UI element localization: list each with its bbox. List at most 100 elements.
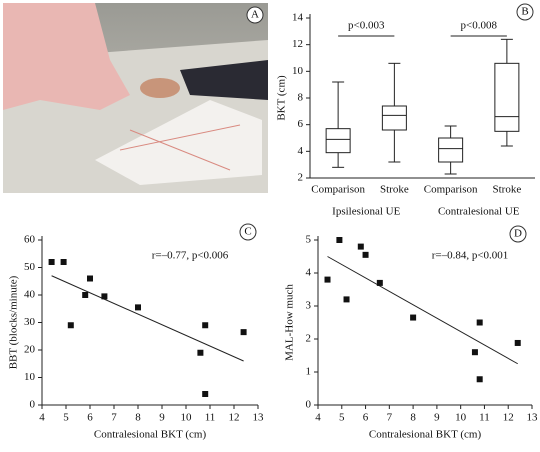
panel-label-circle bbox=[246, 6, 264, 24]
x-tick-label: 10 bbox=[455, 412, 467, 424]
fit-line bbox=[327, 256, 518, 365]
point bbox=[376, 279, 383, 286]
panel-label: A bbox=[251, 9, 259, 21]
point bbox=[324, 276, 331, 283]
point bbox=[514, 339, 521, 346]
y-tick-label: 40 bbox=[24, 289, 36, 301]
photo: A bbox=[3, 3, 268, 193]
x-tick-label: 10 bbox=[181, 412, 193, 424]
y-tick-label: 2 bbox=[306, 333, 312, 345]
annotation: r=–0.84, p<0.001 bbox=[432, 250, 509, 262]
panel-label: D bbox=[514, 228, 522, 240]
y-tick-label: 60 bbox=[24, 234, 36, 246]
point bbox=[60, 259, 67, 265]
box bbox=[438, 137, 464, 163]
point bbox=[471, 349, 478, 356]
y-tick-label: 2 bbox=[298, 172, 304, 184]
point bbox=[476, 319, 483, 326]
panel-label: C bbox=[244, 226, 251, 238]
paper bbox=[95, 100, 262, 185]
x-tick-label: 11 bbox=[205, 412, 216, 424]
point bbox=[336, 237, 343, 243]
x-tick-label: 12 bbox=[503, 412, 514, 424]
y-tick-label: 8 bbox=[298, 92, 304, 104]
y-tick-label: 1 bbox=[306, 366, 312, 378]
point bbox=[343, 296, 350, 303]
x-tick-label: Stroke bbox=[493, 184, 522, 196]
point bbox=[67, 322, 74, 329]
panel-label-circle bbox=[509, 225, 527, 243]
y-tick-label: 0 bbox=[306, 399, 312, 411]
point bbox=[87, 275, 93, 282]
y-tick-label: 30 bbox=[24, 316, 36, 328]
box bbox=[494, 62, 520, 132]
y-axis-label: BBT (blocks/minute) bbox=[8, 275, 20, 369]
group-label: Contralesional UE bbox=[438, 206, 520, 218]
panel-label-circle bbox=[516, 3, 534, 21]
annotation: p<0.003 bbox=[348, 20, 385, 32]
point bbox=[240, 329, 247, 336]
x-tick-label: 4 bbox=[315, 412, 321, 424]
x-axis-label: Contralesional BKT (cm) bbox=[94, 429, 207, 441]
point bbox=[101, 293, 108, 300]
point bbox=[357, 243, 364, 250]
x-tick-label: 7 bbox=[111, 412, 117, 424]
fit-line bbox=[51, 275, 244, 362]
y-tick-label: 3 bbox=[306, 300, 312, 312]
panel-label: B bbox=[521, 6, 528, 18]
x-tick-label: 5 bbox=[339, 412, 345, 424]
y-tick-label: 5 bbox=[306, 234, 312, 246]
x-tick-label: Comparison bbox=[311, 184, 365, 196]
annotation: p<0.008 bbox=[461, 20, 498, 32]
y-tick-label: 6 bbox=[298, 118, 304, 130]
point bbox=[197, 349, 204, 356]
y-tick-label: 10 bbox=[292, 65, 304, 77]
point bbox=[202, 391, 209, 397]
point bbox=[135, 304, 141, 311]
y-axis-label: MAL-How much bbox=[284, 284, 296, 361]
point bbox=[362, 251, 369, 258]
point bbox=[82, 292, 89, 298]
x-tick-label: 11 bbox=[479, 412, 490, 424]
hand bbox=[140, 78, 180, 98]
paper-line bbox=[129, 129, 231, 171]
x-tick-label: 9 bbox=[434, 412, 440, 424]
x-tick-label: 9 bbox=[159, 412, 165, 424]
x-tick-label: 13 bbox=[253, 412, 265, 424]
x-tick-label: 13 bbox=[527, 412, 539, 424]
y-tick-label: 4 bbox=[306, 267, 312, 279]
x-axis-label: Contralesional BKT (cm) bbox=[369, 429, 482, 441]
y-tick-label: 20 bbox=[24, 344, 36, 356]
x-tick-label: Stroke bbox=[380, 184, 409, 196]
panel-label-circle bbox=[239, 223, 257, 241]
x-tick-label: 6 bbox=[363, 412, 369, 424]
y-tick-label: 10 bbox=[24, 371, 36, 383]
point bbox=[410, 314, 417, 321]
arm bbox=[3, 3, 130, 110]
x-tick-label: 4 bbox=[39, 412, 45, 424]
box bbox=[325, 128, 351, 154]
x-tick-label: 8 bbox=[135, 412, 141, 424]
y-tick-label: 0 bbox=[30, 399, 36, 411]
y-axis-label: BKT (cm) bbox=[276, 75, 288, 121]
x-tick-label: 12 bbox=[229, 412, 240, 424]
x-tick-label: Comparison bbox=[424, 184, 478, 196]
y-tick-label: 12 bbox=[292, 38, 303, 50]
sleeve bbox=[180, 60, 268, 100]
x-tick-label: 5 bbox=[63, 412, 69, 424]
annotation: r=–0.77, p<0.006 bbox=[152, 250, 229, 262]
point bbox=[476, 376, 483, 383]
x-tick-label: 7 bbox=[387, 412, 393, 424]
paper-line bbox=[119, 124, 241, 151]
y-tick-label: 14 bbox=[292, 12, 304, 24]
point bbox=[48, 259, 55, 265]
point bbox=[202, 322, 209, 329]
x-tick-label: 6 bbox=[87, 412, 93, 424]
x-tick-label: 8 bbox=[410, 412, 416, 424]
box bbox=[381, 105, 407, 131]
y-tick-label: 50 bbox=[24, 261, 36, 273]
group-label: Ipsilesional UE bbox=[332, 206, 400, 218]
y-tick-label: 4 bbox=[298, 145, 304, 157]
